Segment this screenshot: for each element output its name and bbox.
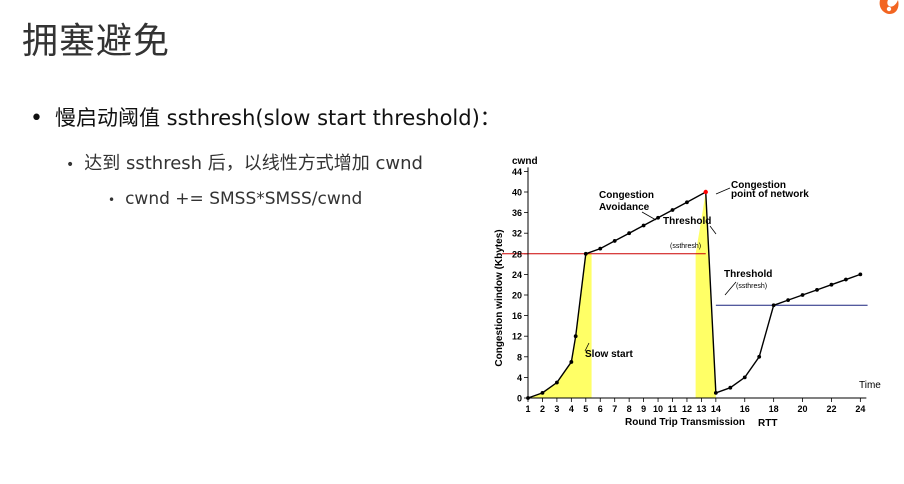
- annotation-threshold-2: Threshold: [724, 269, 772, 280]
- data-point: [844, 277, 848, 282]
- data-point: [555, 380, 559, 385]
- bullet-text-formula: cwnd += SMSS*SMSS/cwnd: [125, 189, 363, 209]
- bullet-level-3: • cwnd += SMSS*SMSS/cwnd: [108, 189, 362, 209]
- y-tick-label: 36: [512, 208, 522, 218]
- y-tick-label: 0: [517, 394, 522, 404]
- x-tick-label: 3: [554, 404, 559, 414]
- x-tick-label: 18: [769, 404, 779, 414]
- y-tick-label: 40: [512, 188, 522, 198]
- annotation-pointer: [709, 225, 717, 235]
- annotation-ssthresh-1: (ssthresh): [670, 243, 701, 250]
- annotation-pointer: [724, 281, 737, 296]
- x-tick-label: 7: [612, 404, 617, 414]
- data-point: [829, 282, 834, 287]
- bullet-dot-icon: •: [30, 106, 43, 131]
- x-tick-label: 11: [668, 404, 678, 414]
- x-tick-label: 9: [641, 404, 646, 414]
- data-point: [742, 375, 747, 380]
- data-point: [569, 360, 574, 364]
- congestion-drop-fill-area: [695, 192, 716, 398]
- x-tick-label: 13: [696, 404, 706, 414]
- data-point: [540, 390, 545, 395]
- x-tick-label: 16: [740, 404, 750, 414]
- data-point: [713, 390, 718, 395]
- data-point: [627, 231, 632, 236]
- slow-start-fill-area: [528, 253, 592, 398]
- x-tick-label: 24: [855, 404, 865, 414]
- data-point: [583, 251, 588, 256]
- annotation-pointer: [584, 342, 590, 352]
- data-point: [771, 303, 776, 308]
- bullet-text-ssthresh: 慢启动阈值 ssthresh(slow start threshold)：: [54, 106, 501, 130]
- y-axis-label: Congestion window (Kbytes): [494, 229, 505, 366]
- annotation-slow-start: Slow start: [585, 349, 633, 360]
- annotation-congestion-point-1: Congestion: [731, 180, 786, 191]
- data-point: [573, 334, 578, 339]
- congestion-peak-point: [703, 189, 708, 195]
- data-point: [612, 239, 617, 243]
- x-axis-label: Round Trip Transmission: [625, 417, 745, 428]
- data-point: [728, 385, 733, 390]
- annotation-congestion-point-2: point of network: [731, 189, 809, 200]
- orange-flame-logo-icon: [879, 0, 899, 14]
- data-point: [685, 200, 689, 205]
- y-top-label: cwnd: [512, 156, 538, 167]
- data-point: [786, 298, 790, 303]
- data-point: [656, 215, 660, 220]
- x-tick-label: 5: [583, 404, 588, 414]
- x-tick-label: 4: [569, 404, 574, 414]
- annotation-ssthresh-2: (ssthresh): [736, 283, 767, 290]
- y-tick-label: 44: [512, 167, 522, 177]
- page-title: 拥塞避免: [22, 21, 171, 62]
- x-tick-label: 20: [798, 404, 808, 414]
- data-point: [858, 272, 863, 277]
- x-tick-label: 14: [711, 404, 721, 414]
- x-axis-unit: RTT: [758, 418, 777, 429]
- y-tick-label: 8: [517, 352, 522, 362]
- annotation-pointer: [641, 211, 657, 221]
- y-tick-label: 16: [512, 311, 522, 321]
- annotation-threshold-1: Threshold: [663, 216, 711, 227]
- x-tick-label: 8: [627, 404, 632, 414]
- data-point: [598, 246, 603, 251]
- data-point: [757, 354, 762, 359]
- annotation-pointer: [715, 187, 731, 195]
- data-point: [800, 293, 805, 297]
- x-tick-label: 1: [525, 404, 530, 414]
- x-tick-label: 12: [682, 404, 692, 414]
- annotation-congestion-avoidance-2: Avoidance: [599, 202, 650, 213]
- y-tick-label: 12: [512, 332, 522, 342]
- bullet-dot-icon: •: [66, 157, 75, 173]
- bullet-text-linear: 达到 ssthresh 后，以线性方式增加 cwnd: [84, 153, 423, 174]
- bullet-level-1: • 慢启动阈值 ssthresh(slow start threshold)：: [30, 102, 501, 132]
- data-point: [815, 287, 819, 292]
- y-tick-label: 32: [512, 229, 522, 239]
- y-tick-label: 28: [512, 249, 522, 259]
- x-tick-label: 2: [540, 404, 545, 414]
- data-point: [641, 223, 646, 228]
- y-tick-label: 4: [517, 373, 522, 383]
- bullet-level-2: • 达到 ssthresh 后，以线性方式增加 cwnd: [66, 149, 423, 175]
- x-tick-label: 10: [653, 404, 663, 414]
- x-tick-label: 6: [598, 404, 603, 414]
- x-end-label: Time: [859, 380, 881, 391]
- bullet-dot-icon: •: [108, 193, 116, 207]
- data-point: [670, 208, 675, 212]
- y-tick-label: 20: [512, 291, 522, 301]
- x-tick-label: 22: [826, 404, 836, 414]
- annotation-congestion-avoidance-1: Congestion: [599, 190, 654, 201]
- y-tick-label: 24: [512, 270, 522, 280]
